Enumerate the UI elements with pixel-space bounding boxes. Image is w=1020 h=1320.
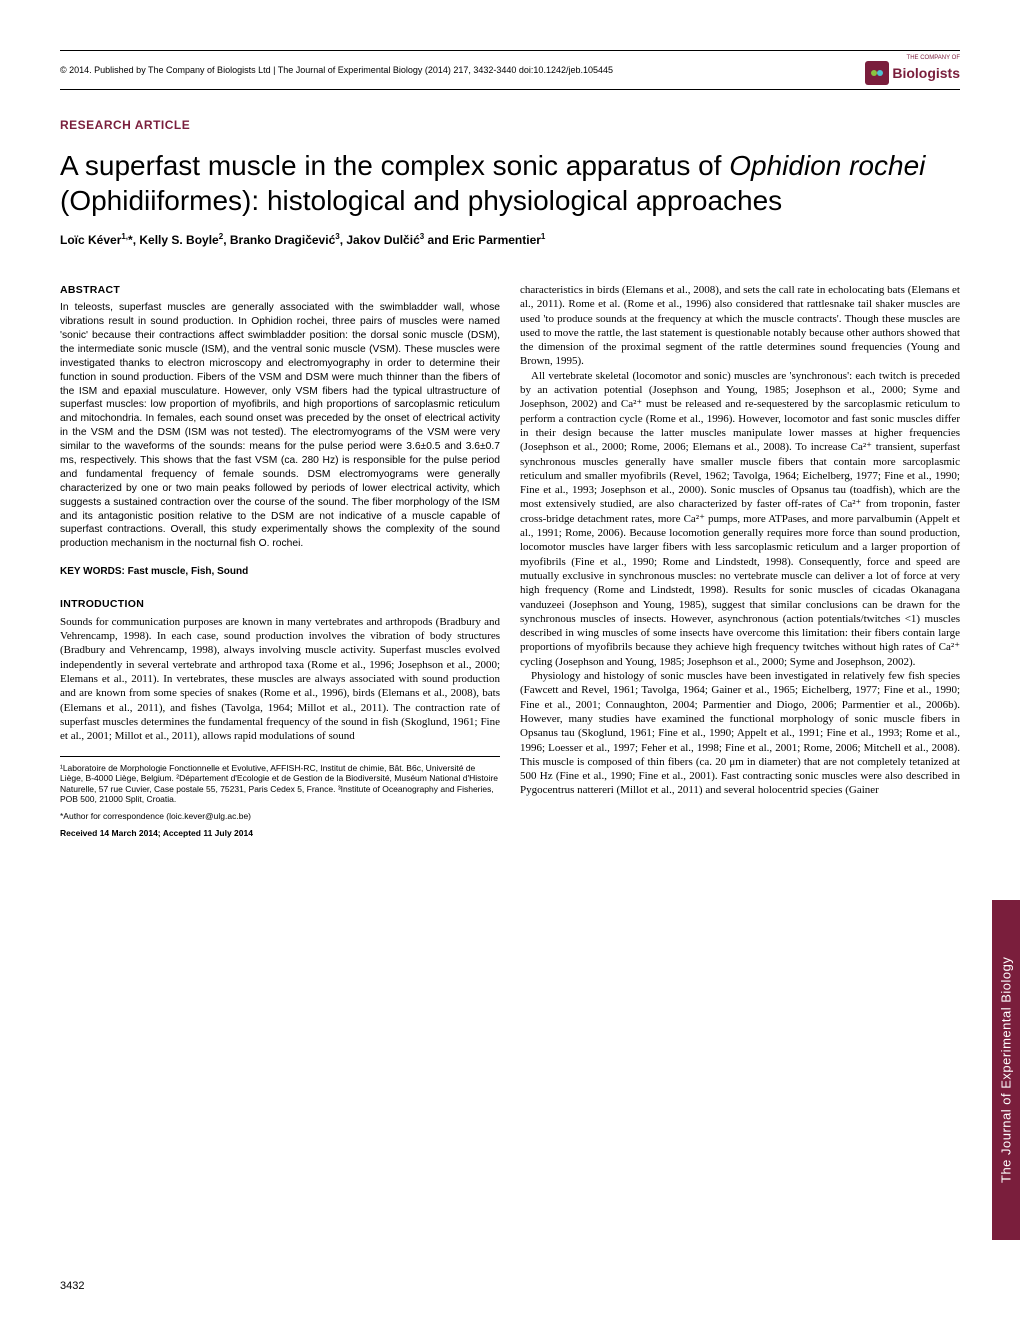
- two-column-content: ABSTRACT In teleosts, superfast muscles …: [60, 283, 960, 844]
- abstract-heading: ABSTRACT: [60, 283, 500, 297]
- title-part1: A superfast muscle in the complex sonic …: [60, 150, 729, 181]
- logo-text: Biologists: [892, 65, 960, 81]
- title-italic1: Ophidion rochei: [729, 150, 925, 181]
- affiliations: ¹Laboratoire de Morphologie Fonctionnell…: [60, 763, 500, 806]
- intro-text-col1: Sounds for communication purposes are kn…: [60, 615, 500, 744]
- logo-icon: [865, 61, 889, 85]
- received-accepted: Received 14 March 2014; Accepted 11 July…: [60, 828, 500, 839]
- publisher-logo: THE COMPANY OF Biologists: [865, 55, 960, 85]
- header-bar: © 2014. Published by The Company of Biol…: [60, 50, 960, 90]
- keywords: KEY WORDS: Fast muscle, Fish, Sound: [60, 565, 500, 579]
- page-number: 3432: [60, 1280, 84, 1292]
- col2-para1: characteristics in birds (Elemans et al.…: [520, 283, 960, 369]
- abstract-text: In teleosts, superfast muscles are gener…: [60, 301, 500, 551]
- logo-stack: THE COMPANY OF Biologists: [865, 55, 960, 85]
- col2-para2: All vertebrate skeletal (locomotor and s…: [520, 369, 960, 669]
- left-column: ABSTRACT In teleosts, superfast muscles …: [60, 283, 500, 844]
- article-title: A superfast muscle in the complex sonic …: [60, 148, 960, 218]
- header-citation: © 2014. Published by The Company of Biol…: [60, 65, 865, 75]
- title-part2: (Ophidiiformes): histological and physio…: [60, 185, 782, 216]
- journal-side-tab: The Journal of Experimental Biology: [992, 900, 1020, 1240]
- article-type: RESEARCH ARTICLE: [60, 118, 960, 132]
- right-column: characteristics in birds (Elemans et al.…: [520, 283, 960, 844]
- introduction-heading: INTRODUCTION: [60, 597, 500, 611]
- correspondence: *Author for correspondence (loic.kever@u…: [60, 811, 500, 822]
- authors-list: Loïc Kéver1,*, Kelly S. Boyle2, Branko D…: [60, 232, 960, 247]
- col2-para3: Physiology and histology of sonic muscle…: [520, 669, 960, 798]
- footnotes: ¹Laboratoire de Morphologie Fonctionnell…: [60, 756, 500, 839]
